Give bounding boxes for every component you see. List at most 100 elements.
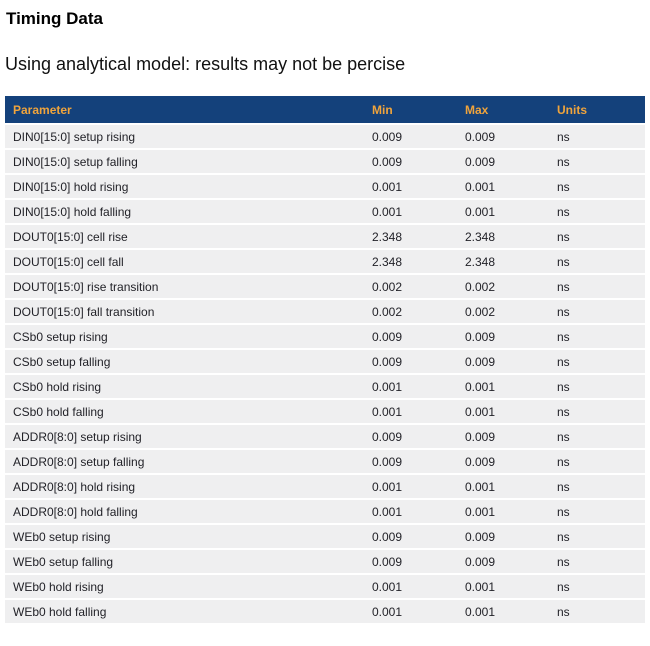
parameter-cell: ADDR0[8:0] setup rising <box>5 425 370 448</box>
parameter-cell: DOUT0[15:0] rise transition <box>5 275 370 298</box>
page-title: Timing Data <box>6 9 103 28</box>
max-cell: 0.002 <box>463 275 555 298</box>
parameter-cell: DOUT0[15:0] fall transition <box>5 300 370 323</box>
units-cell: ns <box>555 350 645 373</box>
min-cell: 0.001 <box>370 375 463 398</box>
table-row: DOUT0[15:0] rise transition 0.002 0.002 ns <box>5 275 645 298</box>
units-cell: ns <box>555 400 645 423</box>
parameter-cell: CSb0 setup rising <box>5 325 370 348</box>
max-cell: 0.009 <box>463 425 555 448</box>
table-row: ADDR0[8:0] hold falling 0.001 0.001 ns <box>5 500 645 523</box>
parameter-cell: CSb0 setup falling <box>5 350 370 373</box>
min-cell: 0.002 <box>370 275 463 298</box>
max-cell: 0.001 <box>463 475 555 498</box>
min-cell: 0.001 <box>370 475 463 498</box>
table-row: CSb0 setup rising 0.009 0.009 ns <box>5 325 645 348</box>
table-header: Parameter Min Max Units <box>5 96 645 123</box>
max-cell: 0.001 <box>463 500 555 523</box>
parameter-cell: ADDR0[8:0] hold rising <box>5 475 370 498</box>
units-cell: ns <box>555 250 645 273</box>
units-cell: ns <box>555 225 645 248</box>
column-header-parameter: Parameter <box>5 96 370 123</box>
units-cell: ns <box>555 175 645 198</box>
parameter-cell: DOUT0[15:0] cell rise <box>5 225 370 248</box>
max-cell: 0.001 <box>463 175 555 198</box>
min-cell: 0.001 <box>370 400 463 423</box>
max-cell: 0.001 <box>463 400 555 423</box>
parameter-cell: WEb0 hold rising <box>5 575 370 598</box>
max-cell: 0.009 <box>463 325 555 348</box>
max-cell: 0.009 <box>463 550 555 573</box>
units-cell: ns <box>555 450 645 473</box>
table-row: DOUT0[15:0] cell fall 2.348 2.348 ns <box>5 250 645 273</box>
column-header-max: Max <box>463 96 555 123</box>
table-row: ADDR0[8:0] setup falling 0.009 0.009 ns <box>5 450 645 473</box>
table-row: CSb0 hold falling 0.001 0.001 ns <box>5 400 645 423</box>
column-header-units: Units <box>555 96 645 123</box>
max-cell: 0.002 <box>463 300 555 323</box>
parameter-cell: DIN0[15:0] setup falling <box>5 150 370 173</box>
max-cell: 0.009 <box>463 150 555 173</box>
units-cell: ns <box>555 375 645 398</box>
units-cell: ns <box>555 325 645 348</box>
min-cell: 0.009 <box>370 125 463 148</box>
min-cell: 0.001 <box>370 575 463 598</box>
model-disclaimer-text: Using analytical model: results may not … <box>5 54 406 74</box>
table-row: CSb0 setup falling 0.009 0.009 ns <box>5 350 645 373</box>
max-cell: 0.009 <box>463 350 555 373</box>
units-cell: ns <box>555 275 645 298</box>
max-cell: 0.001 <box>463 200 555 223</box>
max-cell: 0.009 <box>463 125 555 148</box>
table-row: DOUT0[15:0] cell rise 2.348 2.348 ns <box>5 225 645 248</box>
units-cell: ns <box>555 200 645 223</box>
table-body: DIN0[15:0] setup rising 0.009 0.009 ns DIN0[… <box>5 125 645 623</box>
min-cell: 0.001 <box>370 500 463 523</box>
table-row: DIN0[15:0] setup falling 0.009 0.009 ns <box>5 150 645 173</box>
parameter-cell: DIN0[15:0] hold falling <box>5 200 370 223</box>
min-cell: 2.348 <box>370 225 463 248</box>
min-cell: 0.009 <box>370 350 463 373</box>
units-cell: ns <box>555 500 645 523</box>
table-row: CSb0 hold rising 0.001 0.001 ns <box>5 375 645 398</box>
min-cell: 0.002 <box>370 300 463 323</box>
table-row: WEb0 hold falling 0.001 0.001 ns <box>5 600 645 623</box>
parameter-cell: ADDR0[8:0] hold falling <box>5 500 370 523</box>
column-header-min: Min <box>370 96 463 123</box>
units-cell: ns <box>555 150 645 173</box>
min-cell: 0.009 <box>370 450 463 473</box>
table-row: WEb0 setup falling 0.009 0.009 ns <box>5 550 645 573</box>
units-cell: ns <box>555 575 645 598</box>
parameter-cell: WEb0 hold falling <box>5 600 370 623</box>
parameter-cell: DIN0[15:0] setup rising <box>5 125 370 148</box>
units-cell: ns <box>555 300 645 323</box>
min-cell: 0.001 <box>370 175 463 198</box>
min-cell: 0.009 <box>370 325 463 348</box>
max-cell: 0.001 <box>463 575 555 598</box>
parameter-cell: ADDR0[8:0] setup falling <box>5 450 370 473</box>
max-cell: 2.348 <box>463 250 555 273</box>
parameter-cell: WEb0 setup falling <box>5 550 370 573</box>
max-cell: 0.001 <box>463 600 555 623</box>
min-cell: 0.009 <box>370 150 463 173</box>
max-cell: 0.009 <box>463 450 555 473</box>
min-cell: 0.001 <box>370 600 463 623</box>
max-cell: 0.009 <box>463 525 555 548</box>
min-cell: 0.001 <box>370 200 463 223</box>
table-header-row: Parameter Min Max Units <box>5 96 645 123</box>
min-cell: 0.009 <box>370 425 463 448</box>
units-cell: ns <box>555 550 645 573</box>
units-cell: ns <box>555 425 645 448</box>
parameter-cell: CSb0 hold falling <box>5 400 370 423</box>
table-row: DOUT0[15:0] fall transition 0.002 0.002 ns <box>5 300 645 323</box>
table-row: WEb0 setup rising 0.009 0.009 ns <box>5 525 645 548</box>
parameter-cell: WEb0 setup rising <box>5 525 370 548</box>
timing-data-table: Parameter Min Max Units DIN0[15:0] setup… <box>5 94 645 625</box>
table-row: ADDR0[8:0] setup rising 0.009 0.009 ns <box>5 425 645 448</box>
units-cell: ns <box>555 125 645 148</box>
parameter-cell: DOUT0[15:0] cell fall <box>5 250 370 273</box>
parameter-cell: CSb0 hold rising <box>5 375 370 398</box>
min-cell: 0.009 <box>370 550 463 573</box>
max-cell: 0.001 <box>463 375 555 398</box>
table-row: DIN0[15:0] hold falling 0.001 0.001 ns <box>5 200 645 223</box>
min-cell: 0.009 <box>370 525 463 548</box>
